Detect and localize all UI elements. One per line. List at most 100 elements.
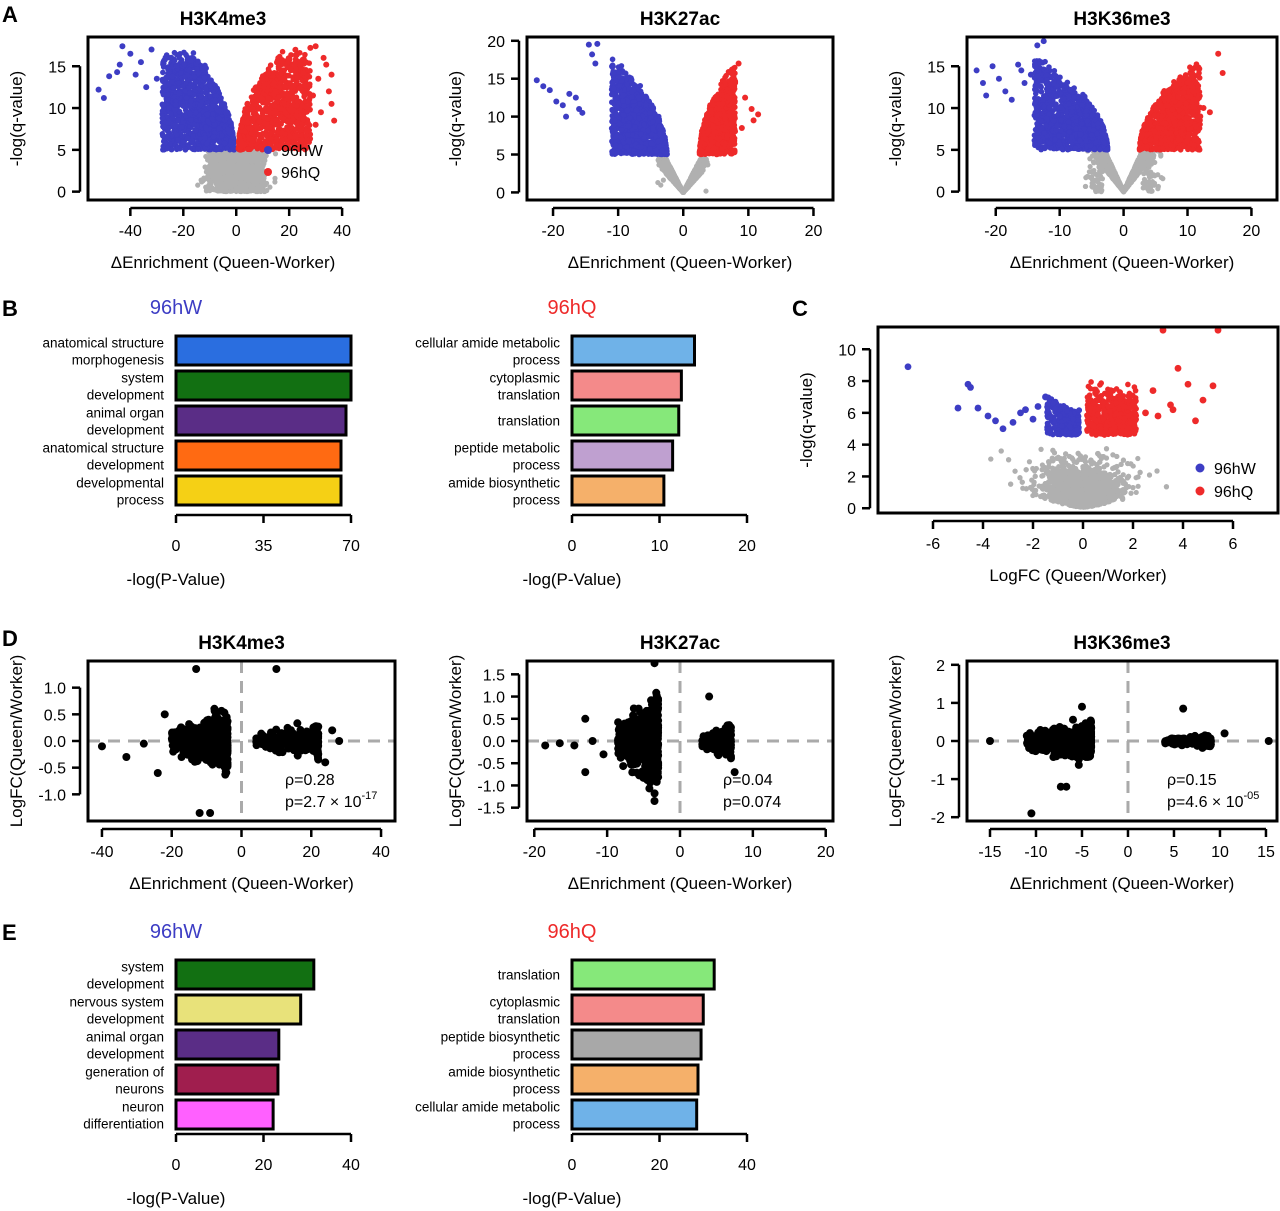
x-tick-label: -20 — [541, 223, 564, 240]
worker-point — [227, 119, 233, 125]
grey-point — [214, 162, 220, 168]
worker-point — [187, 111, 193, 117]
grey-point — [237, 152, 243, 158]
queen-point — [268, 140, 275, 146]
queen-point — [261, 84, 267, 90]
grey-point — [213, 170, 220, 176]
worker-point — [160, 102, 167, 108]
worker-point — [203, 85, 209, 92]
grey-point — [204, 174, 210, 180]
queen-outlier — [328, 71, 335, 78]
queen-point — [302, 146, 308, 153]
queen-outlier — [307, 44, 314, 51]
y-tick-label: 5 — [57, 143, 66, 160]
grey-point — [219, 176, 225, 182]
panel-label-a: A — [2, 2, 18, 27]
queen-point — [244, 100, 251, 107]
x-tick-label: 0 — [679, 223, 688, 240]
grey-point — [267, 184, 273, 190]
worker-outlier — [143, 84, 150, 91]
queen-point — [239, 140, 245, 147]
worker-point — [219, 101, 225, 108]
grey-point — [254, 188, 261, 195]
worker-point — [160, 69, 166, 76]
grey-point — [240, 168, 246, 174]
grey-point — [229, 188, 235, 194]
x-tick-label: 0 — [232, 223, 241, 240]
panel-label-c: C — [792, 296, 808, 321]
queen-point — [265, 66, 272, 72]
queen-point — [271, 79, 278, 86]
queen-point — [263, 132, 270, 139]
worker-point — [179, 124, 185, 130]
queen-point — [289, 124, 295, 131]
worker-point — [180, 83, 186, 90]
worker-point — [174, 62, 180, 69]
queen-point — [301, 90, 307, 96]
queen-point — [301, 55, 307, 62]
queen-outlier — [331, 117, 338, 124]
grey-point — [206, 163, 212, 170]
queen-point — [272, 103, 278, 109]
queen-point — [279, 48, 286, 55]
x-axis-label: ΔEnrichment (Queen-Worker) — [568, 253, 793, 272]
queen-point — [253, 92, 260, 98]
worker-outlier — [119, 43, 126, 50]
worker-point — [172, 101, 179, 108]
queen-point — [287, 133, 293, 140]
worker-outlier — [116, 61, 123, 68]
grey-point — [247, 170, 253, 176]
queen-point — [293, 112, 300, 119]
worker-point — [174, 117, 181, 123]
grey-point — [655, 179, 661, 186]
worker-point — [173, 131, 180, 138]
queen-point — [251, 115, 258, 122]
worker-point — [191, 74, 198, 80]
grey-point — [259, 167, 266, 173]
worker-outlier — [148, 46, 155, 53]
worker-point — [166, 141, 173, 147]
worker-point — [205, 118, 211, 124]
queen-outlier — [328, 100, 335, 107]
y-tick-label: 10 — [487, 110, 505, 127]
queen-point — [279, 57, 285, 63]
queen-point — [296, 61, 303, 67]
x-tick-label: 40 — [333, 223, 351, 240]
queen-outlier — [317, 109, 324, 116]
worker-point — [190, 50, 197, 56]
worker-point — [180, 139, 187, 146]
worker-point — [210, 138, 217, 145]
grey-point — [206, 187, 212, 193]
queen-point — [246, 115, 252, 121]
worker-point — [175, 79, 182, 86]
queen-point — [304, 137, 311, 144]
worker-point — [182, 146, 189, 152]
queen-point — [288, 139, 295, 146]
worker-point — [182, 88, 189, 94]
worker-point — [162, 76, 169, 82]
grey-point — [242, 176, 249, 182]
grey-point — [208, 158, 215, 164]
grey-point — [272, 151, 279, 157]
queen-point — [278, 130, 285, 136]
queen-outlier — [323, 61, 330, 68]
queen-point — [292, 61, 298, 68]
points — [533, 40, 762, 196]
queen-point — [259, 96, 266, 103]
queen-point — [272, 117, 279, 124]
worker-point — [170, 85, 177, 91]
queen-outlier — [325, 88, 332, 95]
grey-point — [224, 165, 230, 171]
grey-point — [222, 186, 228, 192]
queen-point — [284, 92, 290, 99]
worker-outlier — [114, 69, 121, 76]
queen-point — [261, 120, 268, 127]
worker-point — [202, 95, 209, 102]
worker-point — [179, 120, 186, 126]
grey-point — [260, 163, 266, 169]
queen-point — [265, 95, 272, 101]
queen-point — [276, 94, 282, 100]
worker-point — [216, 108, 222, 114]
x-tick-label: 10 — [739, 223, 757, 240]
grey-point — [239, 185, 245, 191]
